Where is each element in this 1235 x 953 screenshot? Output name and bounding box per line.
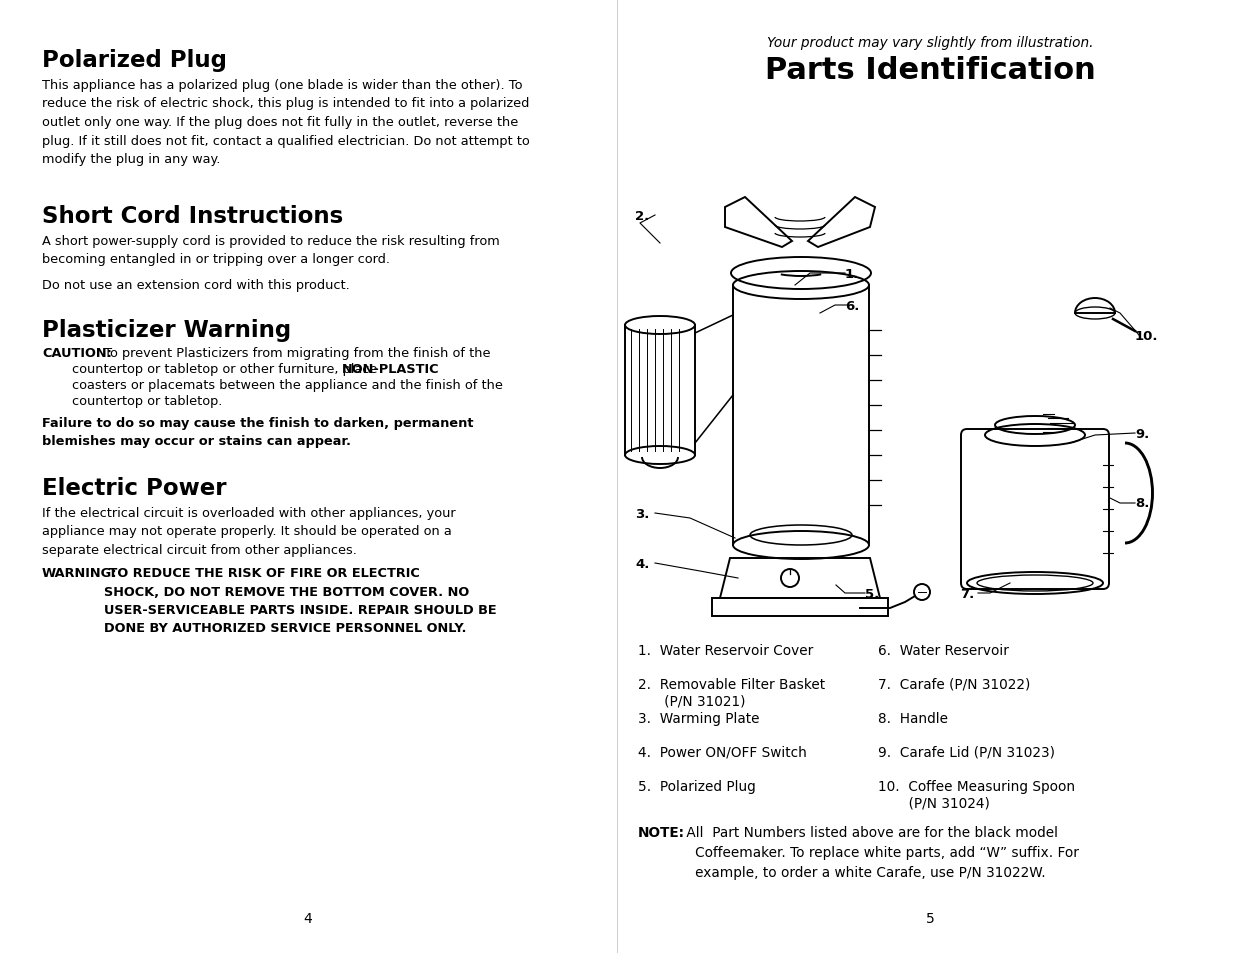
- Text: 6.  Water Reservoir: 6. Water Reservoir: [878, 643, 1009, 658]
- Text: Do not use an extension cord with this product.: Do not use an extension cord with this p…: [42, 278, 350, 292]
- Text: 5.: 5.: [864, 587, 879, 599]
- Text: 1.  Water Reservoir Cover: 1. Water Reservoir Cover: [638, 643, 814, 658]
- Text: Electric Power: Electric Power: [42, 476, 226, 499]
- Text: 5: 5: [925, 911, 935, 925]
- Text: 8.: 8.: [1135, 497, 1150, 510]
- Text: 3.  Warming Plate: 3. Warming Plate: [638, 711, 760, 725]
- Text: 2.  Removable Filter Basket
      (P/N 31021): 2. Removable Filter Basket (P/N 31021): [638, 678, 825, 707]
- Text: 6.: 6.: [845, 299, 860, 313]
- Text: countertop or tabletop.: countertop or tabletop.: [72, 395, 222, 408]
- Text: All  Part Numbers listed above are for the black model
   Coffeemaker. To replac: All Part Numbers listed above are for th…: [682, 825, 1079, 880]
- Text: Short Cord Instructions: Short Cord Instructions: [42, 205, 343, 228]
- Text: Failure to do so may cause the finish to darken, permanent
blemishes may occur o: Failure to do so may cause the finish to…: [42, 416, 473, 448]
- Text: coasters or placemats between the appliance and the finish of the: coasters or placemats between the applia…: [72, 378, 503, 392]
- Text: 4: 4: [304, 911, 312, 925]
- Text: To prevent Plasticizers from migrating from the finish of the: To prevent Plasticizers from migrating f…: [100, 347, 490, 359]
- Text: CAUTION:: CAUTION:: [42, 347, 112, 359]
- Text: 5.  Polarized Plug: 5. Polarized Plug: [638, 780, 756, 793]
- Text: 10.  Coffee Measuring Spoon
       (P/N 31024): 10. Coffee Measuring Spoon (P/N 31024): [878, 780, 1076, 809]
- Text: Polarized Plug: Polarized Plug: [42, 49, 227, 71]
- Text: 7.: 7.: [960, 587, 974, 599]
- Text: 1.: 1.: [845, 267, 860, 280]
- Text: 4.: 4.: [635, 557, 650, 570]
- Text: 8.  Handle: 8. Handle: [878, 711, 948, 725]
- Text: TO REDUCE THE RISK OF FIRE OR ELECTRIC
SHOCK, DO NOT REMOVE THE BOTTOM COVER. NO: TO REDUCE THE RISK OF FIRE OR ELECTRIC S…: [104, 566, 496, 635]
- Text: NOTE:: NOTE:: [638, 825, 685, 840]
- Text: 9.  Carafe Lid (P/N 31023): 9. Carafe Lid (P/N 31023): [878, 745, 1055, 760]
- Text: 3.: 3.: [635, 507, 650, 520]
- Text: 4.  Power ON/OFF Switch: 4. Power ON/OFF Switch: [638, 745, 806, 760]
- Text: Plasticizer Warning: Plasticizer Warning: [42, 318, 291, 341]
- Text: WARNING:: WARNING:: [42, 566, 117, 579]
- Text: countertop or tabletop or other furniture, place: countertop or tabletop or other furnitur…: [72, 363, 382, 375]
- Text: 2.: 2.: [635, 210, 650, 222]
- Text: Your product may vary slightly from illustration.: Your product may vary slightly from illu…: [767, 36, 1093, 50]
- Text: 7.  Carafe (P/N 31022): 7. Carafe (P/N 31022): [878, 678, 1030, 691]
- Text: This appliance has a polarized plug (one blade is wider than the other). To
redu: This appliance has a polarized plug (one…: [42, 79, 530, 166]
- Text: 10.: 10.: [1135, 329, 1158, 342]
- Text: Parts Identification: Parts Identification: [764, 56, 1095, 85]
- Text: If the electrical circuit is overloaded with other appliances, your
appliance ma: If the electrical circuit is overloaded …: [42, 506, 456, 557]
- Text: 9.: 9.: [1135, 427, 1150, 440]
- Text: A short power-supply cord is provided to reduce the risk resulting from
becoming: A short power-supply cord is provided to…: [42, 234, 500, 266]
- Text: NON-PLASTIC: NON-PLASTIC: [342, 363, 440, 375]
